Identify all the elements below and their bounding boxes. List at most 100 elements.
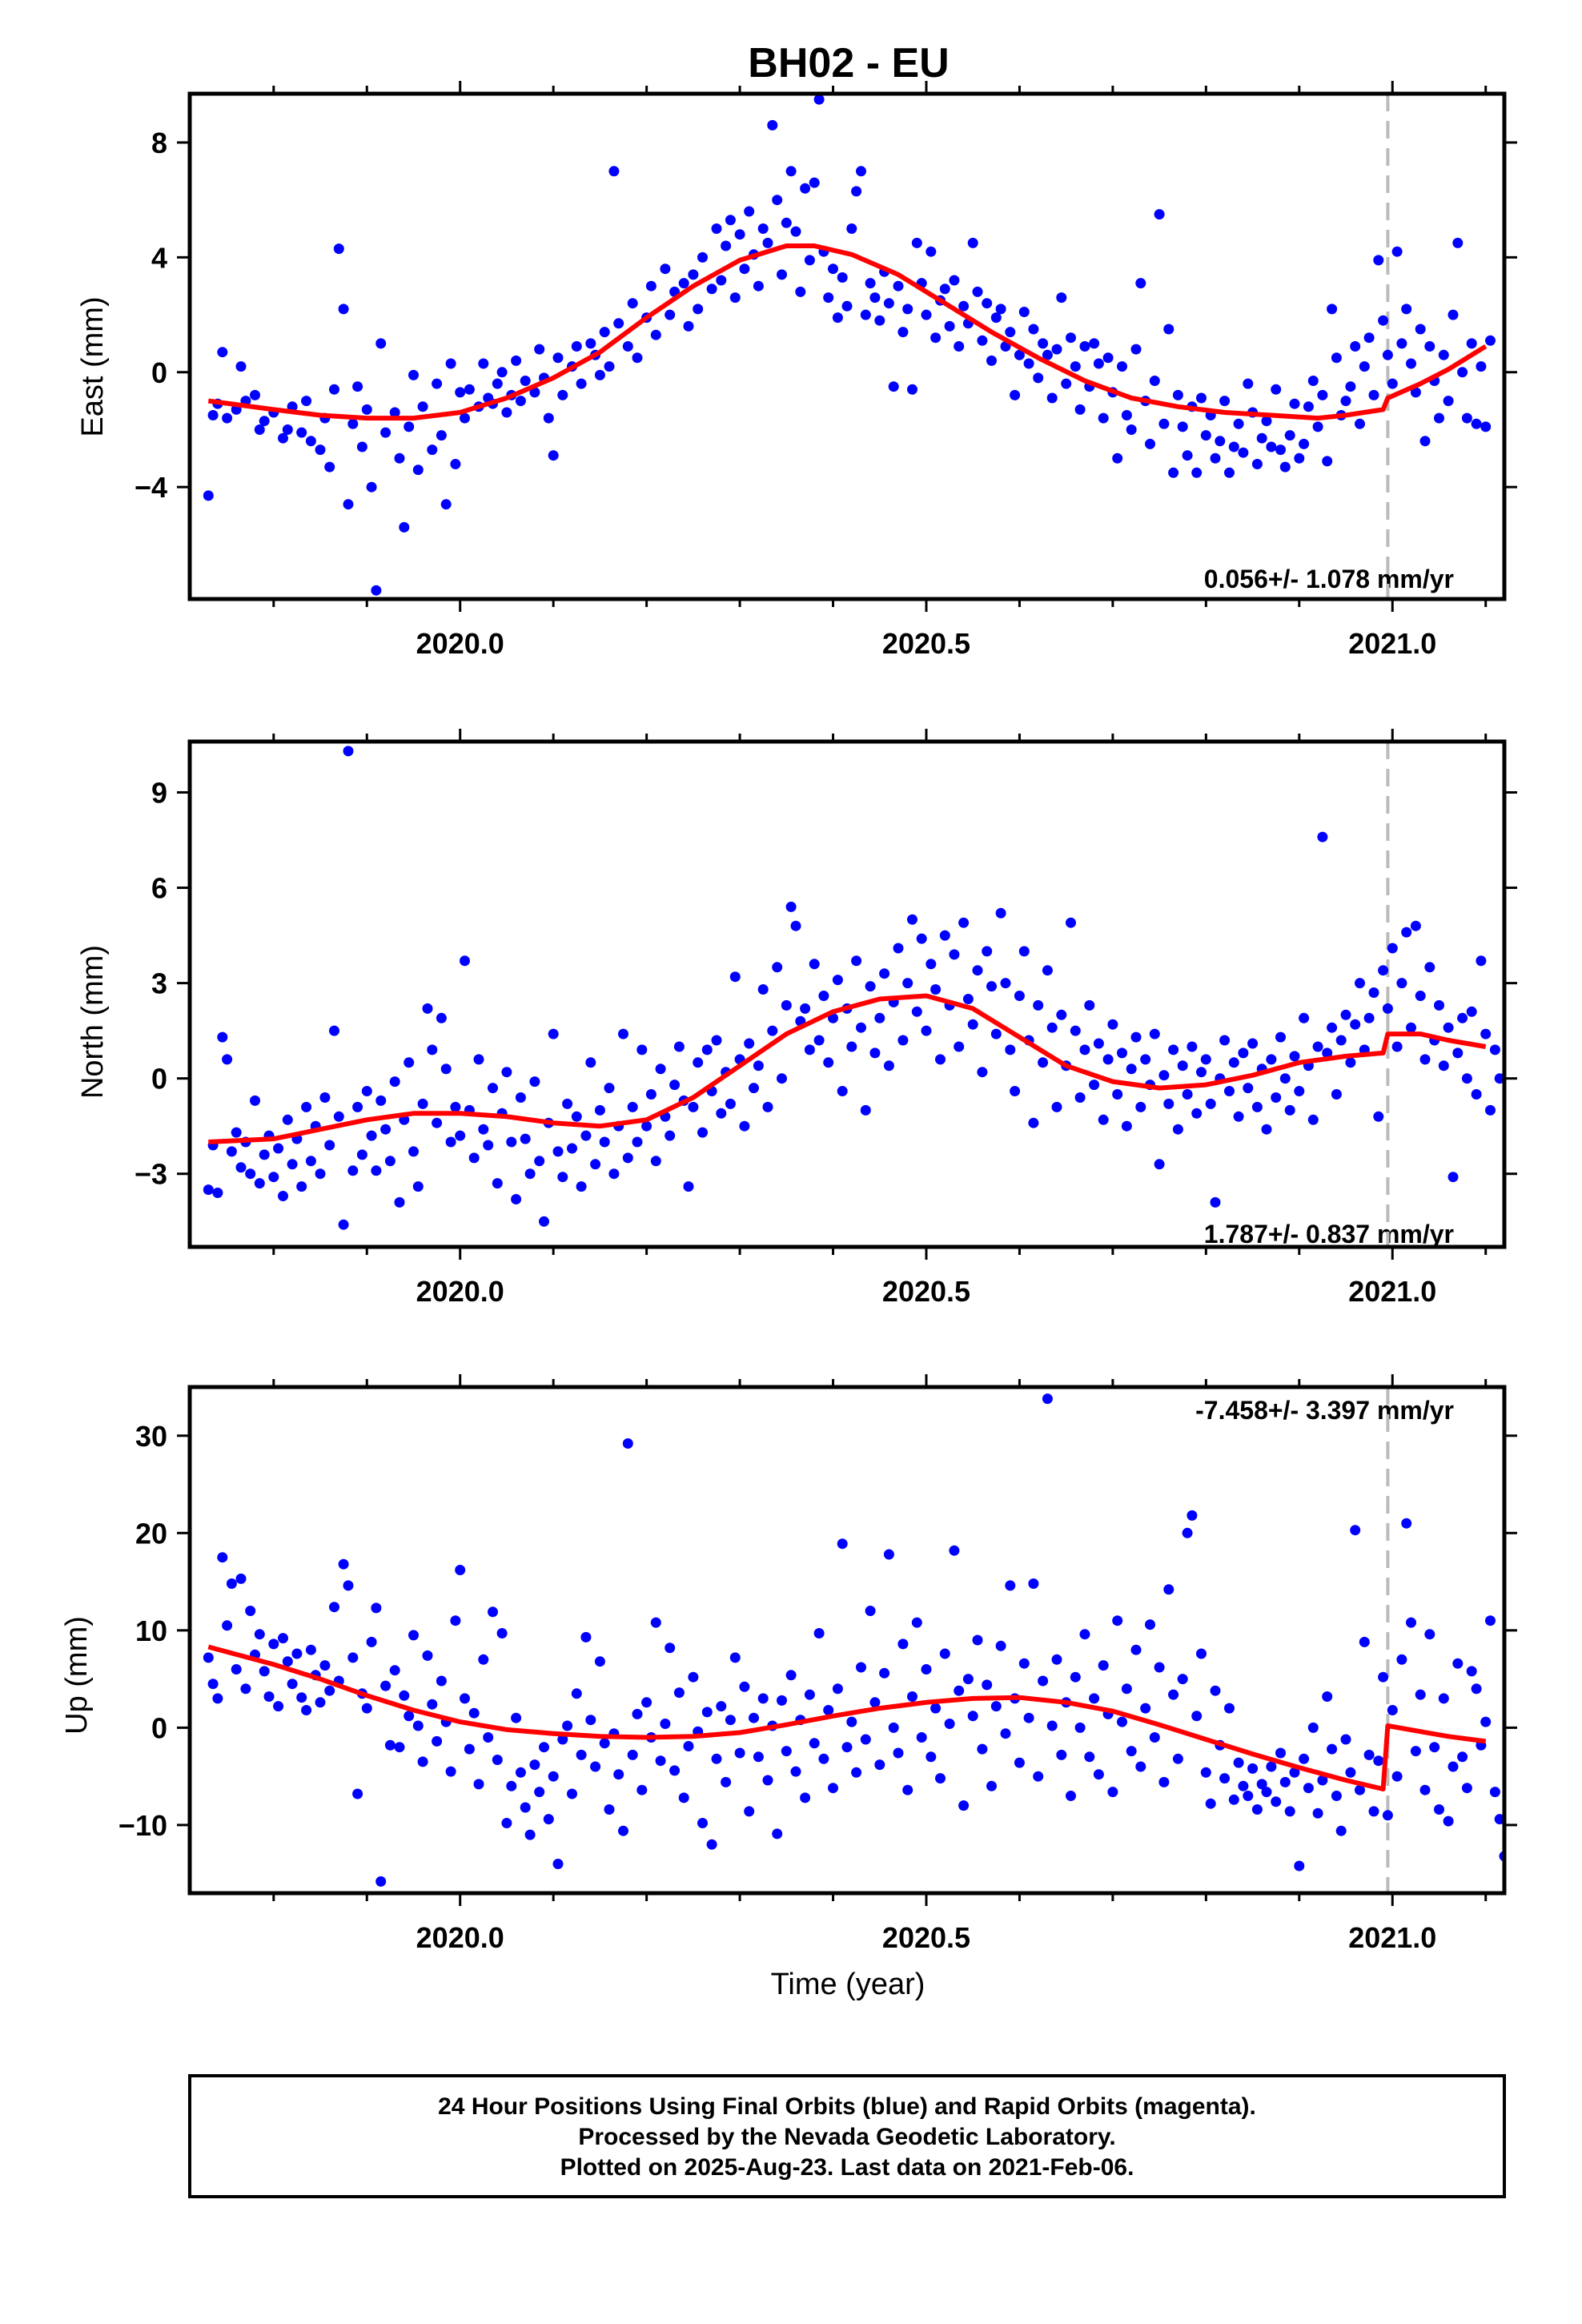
up-data-point <box>678 1792 689 1803</box>
east-data-point <box>1340 396 1351 407</box>
north-data-point <box>250 1095 260 1106</box>
east-data-point <box>977 335 988 346</box>
east-data-point <box>1396 338 1407 349</box>
east-data-point <box>389 407 400 418</box>
up-data-point <box>1471 1683 1482 1695</box>
up-data-point <box>1247 1763 1259 1774</box>
up-data-point <box>1452 1658 1464 1669</box>
east-data-point <box>436 430 447 441</box>
east-data-point <box>1434 412 1444 424</box>
up-data-point <box>217 1552 228 1563</box>
up-data-point <box>473 1779 484 1790</box>
north-data-point <box>1322 1047 1333 1059</box>
north-data-point <box>203 1184 214 1196</box>
up-y-tick-label: 0 <box>151 1711 167 1744</box>
north-data-point <box>1224 1086 1235 1096</box>
east-data-point <box>837 272 848 283</box>
east-data-point <box>1299 438 1310 449</box>
north-data-point <box>1107 1019 1118 1030</box>
east-data-point <box>217 347 228 358</box>
north-data-point <box>254 1178 265 1189</box>
north-data-point <box>1117 1047 1127 1059</box>
east-data-point <box>371 585 382 596</box>
north-data-point <box>222 1054 233 1065</box>
footer-box: 24 Hour Positions Using Final Orbits (bl… <box>188 2074 1506 2198</box>
north-data-point <box>576 1181 587 1192</box>
north-x-tick-label: 2020.0 <box>416 1275 504 1308</box>
up-data-point <box>837 1538 848 1550</box>
north-data-point <box>902 978 913 989</box>
east-data-point <box>897 327 909 338</box>
up-data-point <box>749 1712 759 1723</box>
up-data-point <box>1028 1578 1039 1589</box>
north-data-point <box>1093 1038 1104 1049</box>
north-data-point <box>1126 1063 1137 1075</box>
north-data-point <box>315 1168 326 1180</box>
up-data-point <box>361 1703 372 1714</box>
up-data-point <box>343 1580 354 1591</box>
up-data-point <box>1205 1798 1216 1809</box>
east-data-point <box>464 384 475 395</box>
north-data-point <box>809 959 820 970</box>
up-data-point <box>585 1715 596 1726</box>
up-data-point <box>1312 1807 1323 1819</box>
north-data-point <box>1363 1012 1375 1023</box>
up-data-points <box>203 1393 1504 1887</box>
up-data-point <box>315 1697 326 1708</box>
up-data-point <box>1023 1712 1034 1723</box>
up-data-point <box>1145 1619 1155 1630</box>
north-data-point <box>534 1156 545 1167</box>
up-data-point <box>832 1683 843 1695</box>
up-data-point <box>1401 1518 1412 1529</box>
up-data-point <box>1424 1629 1435 1640</box>
north-data-point <box>701 1044 713 1055</box>
up-data-point <box>1200 1767 1211 1778</box>
north-data-point <box>432 1117 443 1128</box>
time-x-axis-label: Time (year) <box>771 1968 926 2001</box>
north-data-point <box>1074 1092 1086 1103</box>
east-data-point <box>282 424 293 435</box>
east-data-point <box>1172 389 1183 400</box>
up-data-point <box>1307 1722 1319 1733</box>
north-data-point <box>380 1124 391 1135</box>
north-data-point <box>1182 1089 1193 1100</box>
north-data-point <box>693 1057 704 1068</box>
north-data-point <box>1275 1031 1286 1043</box>
north-data-point <box>982 946 993 957</box>
up-data-point <box>739 1681 750 1692</box>
up-data-point <box>1238 1780 1249 1791</box>
up-data-point <box>1224 1703 1235 1714</box>
north-data-point <box>972 965 983 976</box>
east-data-point <box>1010 389 1021 400</box>
east-data-point <box>1200 430 1211 441</box>
north-data-point <box>958 917 970 928</box>
east-data-points <box>203 94 1496 596</box>
east-data-point <box>856 166 866 177</box>
north-y-tick-label: 3 <box>151 967 167 1000</box>
up-data-point <box>790 1766 801 1777</box>
east-data-point <box>278 432 288 444</box>
north-data-point <box>1271 1092 1282 1103</box>
up-data-point <box>1154 1662 1165 1673</box>
east-data-point <box>716 275 727 286</box>
north-data-point <box>590 1159 601 1170</box>
up-data-point <box>962 1674 974 1685</box>
up-data-point <box>571 1688 582 1699</box>
east-data-point <box>338 304 349 315</box>
up-data-point <box>594 1656 605 1667</box>
up-data-point <box>1130 1644 1142 1655</box>
east-data-point <box>222 412 233 424</box>
up-data-point <box>1046 1720 1058 1731</box>
east-data-point <box>399 521 410 533</box>
north-data-point <box>879 968 890 979</box>
north-data-point <box>1163 1098 1174 1109</box>
east-data-point <box>893 280 904 292</box>
north-data-point <box>1051 1101 1062 1112</box>
north-data-point <box>790 920 801 931</box>
east-data-point <box>1070 361 1081 372</box>
up-data-point <box>1410 1746 1421 1757</box>
north-data-point <box>1033 999 1044 1011</box>
up-data-point <box>851 1767 862 1778</box>
east-data-point <box>1307 376 1319 386</box>
up-data-point <box>291 1648 303 1659</box>
